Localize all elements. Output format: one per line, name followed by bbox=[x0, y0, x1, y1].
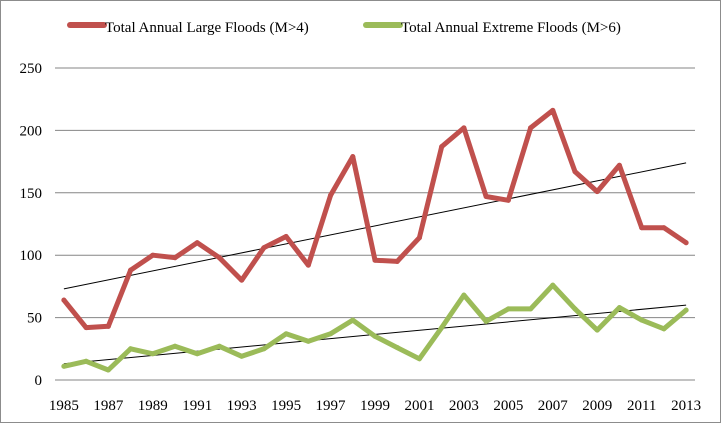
data-point-series-1 bbox=[594, 327, 600, 333]
data-point-series-0 bbox=[372, 257, 378, 263]
data-point-series-1 bbox=[261, 346, 267, 352]
x-tick-label: 2001 bbox=[404, 398, 434, 414]
data-point-series-1 bbox=[61, 363, 67, 369]
data-point-series-1 bbox=[283, 331, 289, 337]
data-point-series-0 bbox=[305, 262, 311, 268]
y-axis-tick-labels: 0 50 100 150 200 250 bbox=[20, 61, 43, 389]
y-tick-label: 150 bbox=[20, 186, 43, 202]
data-point-series-0 bbox=[550, 107, 556, 113]
x-axis-tick-labels: 1985 1987 1989 1991 1993 1995 1997 1999 2001 2003… bbox=[49, 398, 701, 414]
data-point-series-0 bbox=[394, 258, 400, 264]
y-tick-label: 50 bbox=[27, 311, 42, 327]
data-point-series-1 bbox=[616, 305, 622, 311]
data-point-series-0 bbox=[216, 255, 222, 261]
x-tick-label: 2005 bbox=[493, 398, 523, 414]
data-point-series-1 bbox=[128, 346, 134, 352]
data-point-series-0 bbox=[194, 240, 200, 246]
x-tick-label: 2003 bbox=[449, 398, 479, 414]
data-point-series-1 bbox=[194, 351, 200, 357]
x-tick-label: 1995 bbox=[271, 398, 301, 414]
x-tick-label: 1985 bbox=[49, 398, 79, 414]
data-point-series-1 bbox=[461, 292, 467, 298]
x-tick-label: 2009 bbox=[582, 398, 612, 414]
data-point-series-1 bbox=[150, 351, 156, 357]
data-point-series-0 bbox=[661, 225, 667, 231]
series-lines bbox=[61, 107, 689, 373]
data-point-series-0 bbox=[461, 125, 467, 131]
series-line-0 bbox=[61, 107, 689, 331]
data-point-series-1 bbox=[505, 306, 511, 312]
data-point-series-1 bbox=[216, 343, 222, 349]
data-point-series-0 bbox=[572, 169, 578, 175]
data-point-series-0 bbox=[683, 240, 689, 246]
data-point-series-1 bbox=[372, 333, 378, 339]
legend: Total Annual Large Floods (M>4) Total An… bbox=[67, 20, 621, 36]
data-point-series-1 bbox=[483, 318, 489, 324]
x-tick-label: 2011 bbox=[627, 398, 656, 414]
data-point-series-0 bbox=[105, 323, 111, 329]
data-point-series-0 bbox=[128, 267, 134, 273]
data-point-series-0 bbox=[505, 197, 511, 203]
data-point-series-1 bbox=[83, 358, 89, 364]
data-point-series-0 bbox=[239, 277, 245, 283]
data-point-series-1 bbox=[239, 353, 245, 359]
data-point-series-0 bbox=[483, 194, 489, 200]
data-point-series-1 bbox=[639, 317, 645, 323]
data-point-series-0 bbox=[83, 325, 89, 331]
data-point-series-0 bbox=[328, 192, 334, 198]
data-point-series-1 bbox=[328, 331, 334, 337]
x-tick-label: 1989 bbox=[138, 398, 168, 414]
y-tick-label: 200 bbox=[20, 123, 43, 139]
data-point-series-0 bbox=[172, 255, 178, 261]
data-point-series-1 bbox=[394, 345, 400, 351]
data-point-series-0 bbox=[416, 235, 422, 241]
x-tick-label: 1993 bbox=[227, 398, 257, 414]
x-tick-label: 1991 bbox=[182, 398, 212, 414]
x-tick-label: 1987 bbox=[93, 398, 124, 414]
x-tick-label: 1997 bbox=[316, 398, 347, 414]
data-point-series-1 bbox=[416, 356, 422, 362]
data-point-series-1 bbox=[439, 325, 445, 331]
x-tick-label: 1999 bbox=[360, 398, 390, 414]
series-line-1 bbox=[61, 282, 689, 373]
x-tick-label: 2007 bbox=[538, 398, 569, 414]
data-point-series-1 bbox=[528, 306, 534, 312]
data-point-series-0 bbox=[261, 245, 267, 251]
data-point-series-1 bbox=[105, 367, 111, 373]
data-point-series-0 bbox=[616, 162, 622, 168]
y-tick-label: 0 bbox=[35, 373, 43, 389]
data-point-series-1 bbox=[305, 338, 311, 344]
y-tick-label: 250 bbox=[20, 61, 43, 77]
legend-label-extreme-floods: Total Annual Extreme Floods (M>6) bbox=[401, 20, 621, 36]
data-point-series-0 bbox=[283, 233, 289, 239]
data-point-series-0 bbox=[639, 225, 645, 231]
data-point-series-1 bbox=[172, 343, 178, 349]
y-tick-label: 100 bbox=[20, 248, 43, 264]
data-point-series-0 bbox=[594, 189, 600, 195]
data-point-series-0 bbox=[528, 125, 534, 131]
data-point-series-0 bbox=[150, 252, 156, 258]
data-point-series-1 bbox=[661, 326, 667, 332]
data-point-series-1 bbox=[550, 282, 556, 288]
trendline-series-0 bbox=[63, 162, 687, 290]
data-point-series-1 bbox=[350, 317, 356, 323]
data-point-series-0 bbox=[439, 144, 445, 150]
x-tick-label: 2013 bbox=[671, 398, 701, 414]
data-point-series-1 bbox=[572, 306, 578, 312]
data-point-series-0 bbox=[350, 154, 356, 160]
data-point-series-1 bbox=[683, 307, 689, 313]
data-point-series-0 bbox=[61, 297, 67, 303]
legend-label-large-floods: Total Annual Large Floods (M>4) bbox=[105, 20, 309, 36]
